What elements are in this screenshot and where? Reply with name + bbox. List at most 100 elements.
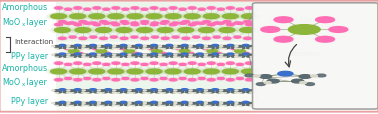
Circle shape xyxy=(182,14,203,20)
Circle shape xyxy=(222,103,227,104)
Circle shape xyxy=(65,13,90,21)
Circle shape xyxy=(73,79,82,82)
Circle shape xyxy=(77,37,89,41)
Circle shape xyxy=(110,23,117,25)
Circle shape xyxy=(59,101,66,104)
Circle shape xyxy=(174,27,198,35)
Circle shape xyxy=(235,77,245,80)
Circle shape xyxy=(119,48,127,50)
Circle shape xyxy=(192,103,195,104)
Circle shape xyxy=(217,28,237,34)
Circle shape xyxy=(70,55,73,56)
Circle shape xyxy=(118,21,130,24)
Circle shape xyxy=(120,48,127,50)
Circle shape xyxy=(253,46,256,47)
Circle shape xyxy=(223,103,226,104)
Circle shape xyxy=(192,55,197,56)
Circle shape xyxy=(90,54,96,56)
Circle shape xyxy=(59,89,66,91)
Circle shape xyxy=(65,103,71,104)
Circle shape xyxy=(207,50,218,53)
Circle shape xyxy=(47,14,70,21)
Circle shape xyxy=(186,48,191,49)
Circle shape xyxy=(189,105,192,106)
Circle shape xyxy=(162,14,184,21)
Circle shape xyxy=(179,50,190,53)
Circle shape xyxy=(50,27,75,35)
Circle shape xyxy=(135,89,142,91)
Circle shape xyxy=(116,55,119,56)
Circle shape xyxy=(271,36,296,44)
Circle shape xyxy=(223,92,226,93)
Circle shape xyxy=(237,13,262,21)
Circle shape xyxy=(127,55,132,56)
Circle shape xyxy=(178,49,192,54)
Circle shape xyxy=(227,8,234,10)
Circle shape xyxy=(244,62,255,65)
Circle shape xyxy=(143,103,146,104)
Circle shape xyxy=(222,38,232,40)
Circle shape xyxy=(216,77,226,80)
Circle shape xyxy=(243,7,256,11)
Text: Amorphous: Amorphous xyxy=(2,64,48,73)
Circle shape xyxy=(148,104,153,106)
Circle shape xyxy=(212,22,221,25)
Circle shape xyxy=(158,48,161,49)
Circle shape xyxy=(151,22,159,25)
Circle shape xyxy=(122,9,129,11)
Circle shape xyxy=(181,45,188,47)
Circle shape xyxy=(121,9,130,11)
Circle shape xyxy=(216,23,226,26)
Circle shape xyxy=(102,9,111,12)
Circle shape xyxy=(70,57,73,58)
Circle shape xyxy=(206,7,217,10)
Circle shape xyxy=(231,91,237,93)
Circle shape xyxy=(112,24,119,26)
Circle shape xyxy=(198,78,205,80)
Circle shape xyxy=(140,9,149,11)
Circle shape xyxy=(235,78,244,80)
Circle shape xyxy=(203,14,220,20)
Circle shape xyxy=(122,78,129,80)
Circle shape xyxy=(69,69,87,74)
Circle shape xyxy=(169,62,177,65)
Circle shape xyxy=(160,9,167,11)
Circle shape xyxy=(110,7,122,11)
Circle shape xyxy=(160,38,170,40)
Circle shape xyxy=(110,7,121,10)
Circle shape xyxy=(103,53,112,55)
Circle shape xyxy=(187,78,198,82)
Circle shape xyxy=(65,46,71,48)
Circle shape xyxy=(98,46,101,47)
Circle shape xyxy=(139,37,150,41)
Circle shape xyxy=(171,22,180,25)
Circle shape xyxy=(66,68,89,75)
Circle shape xyxy=(109,104,115,106)
Circle shape xyxy=(207,79,215,81)
Circle shape xyxy=(174,57,177,58)
Circle shape xyxy=(105,89,112,91)
Circle shape xyxy=(141,23,148,25)
Circle shape xyxy=(108,22,119,25)
Circle shape xyxy=(222,69,238,74)
Circle shape xyxy=(178,91,184,93)
Circle shape xyxy=(240,104,245,106)
Circle shape xyxy=(162,92,165,93)
Circle shape xyxy=(131,8,139,10)
Circle shape xyxy=(151,37,159,39)
Circle shape xyxy=(54,28,70,33)
Circle shape xyxy=(239,69,260,75)
Circle shape xyxy=(133,48,138,49)
Circle shape xyxy=(206,78,217,82)
Circle shape xyxy=(108,36,119,39)
Circle shape xyxy=(235,63,244,66)
Circle shape xyxy=(142,46,147,48)
Circle shape xyxy=(64,63,73,66)
Circle shape xyxy=(237,46,243,48)
Circle shape xyxy=(131,23,138,25)
Circle shape xyxy=(50,14,67,20)
Circle shape xyxy=(162,103,165,104)
Circle shape xyxy=(158,63,169,66)
Circle shape xyxy=(214,53,223,55)
Circle shape xyxy=(203,69,219,74)
